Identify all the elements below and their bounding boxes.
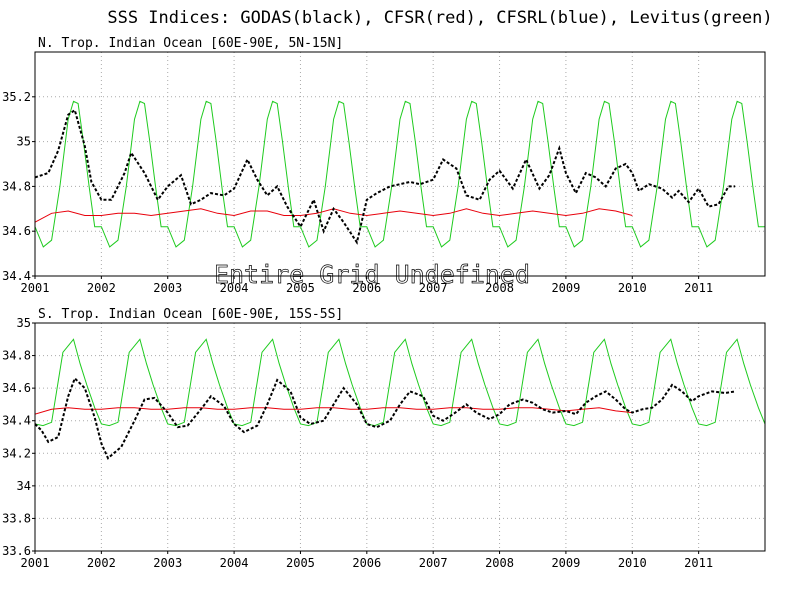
x-tick-label: 2011: [684, 281, 713, 295]
x-tick-label: 2010: [618, 556, 647, 570]
figure-title: SSS Indices: GODAS(black), CFSR(red), CF…: [107, 8, 772, 28]
x-tick-label: 2001: [21, 556, 50, 570]
x-tick-label: 2007: [419, 556, 448, 570]
series-group-south: [35, 338, 765, 460]
panel-south: S. Trop. Indian Ocean [60E-90E, 15S-5S] …: [2, 307, 766, 570]
series-cfsr-line: [35, 407, 633, 415]
y-tick-label: 34.6: [2, 224, 31, 238]
series-godas-line: [35, 376, 736, 460]
y-tick-label: 35: [17, 316, 31, 330]
panel-title-south: S. Trop. Indian Ocean [60E-90E, 15S-5S]: [38, 307, 343, 322]
y-tick-label: 33.8: [2, 511, 31, 525]
series-godas-line: [35, 108, 736, 245]
y-tick-label: 35: [17, 135, 31, 149]
x-tick-label: 2006: [352, 281, 381, 295]
y-tick-label: 34.8: [2, 179, 31, 193]
x-tick-label: 2004: [220, 281, 249, 295]
x-tick-label: 2009: [551, 556, 580, 570]
y-tick-label: 34.4: [2, 269, 31, 283]
x-tick-label: 2010: [618, 281, 647, 295]
y-tick-label: 34.2: [2, 446, 31, 460]
y-tick-label: 34: [17, 479, 31, 493]
x-tick-label: 2006: [352, 556, 381, 570]
x-tick-label: 2003: [153, 281, 182, 295]
overlay-undefined-message: Entire Grid Undefined: [214, 260, 530, 289]
x-tick-label: 2009: [551, 281, 580, 295]
x-tick-label: 2002: [87, 281, 116, 295]
x-tick-label: 2011: [684, 556, 713, 570]
x-tick-label: 2008: [485, 281, 514, 295]
panel-north: N. Trop. Indian Ocean [60E-90E, 5N-15N] …: [2, 36, 766, 295]
x-tick-label: 2008: [485, 556, 514, 570]
series-levitus-line: [35, 100, 765, 248]
x-tick-label: 2003: [153, 556, 182, 570]
y-tick-label: 34.6: [2, 381, 31, 395]
y-tick-label: 34.8: [2, 349, 31, 363]
x-tick-label: 2001: [21, 281, 50, 295]
x-tick-label: 2007: [419, 281, 448, 295]
x-tick-label: 2005: [286, 556, 315, 570]
series-group-north: [35, 100, 765, 248]
x-tick-label: 2004: [220, 556, 249, 570]
panel-title-north: N. Trop. Indian Ocean [60E-90E, 5N-15N]: [38, 36, 343, 51]
grid-north: [35, 52, 765, 276]
x-tick-label: 2002: [87, 556, 116, 570]
plot-frame-north: [34, 51, 766, 277]
y-tick-label: 34.4: [2, 414, 31, 428]
y-tick-label: 35.2: [2, 90, 31, 104]
series-levitus-line: [35, 338, 765, 427]
plot-frame-south: [34, 322, 766, 552]
x-tick-label: 2005: [286, 281, 315, 295]
y-tick-label: 33.6: [2, 544, 31, 558]
